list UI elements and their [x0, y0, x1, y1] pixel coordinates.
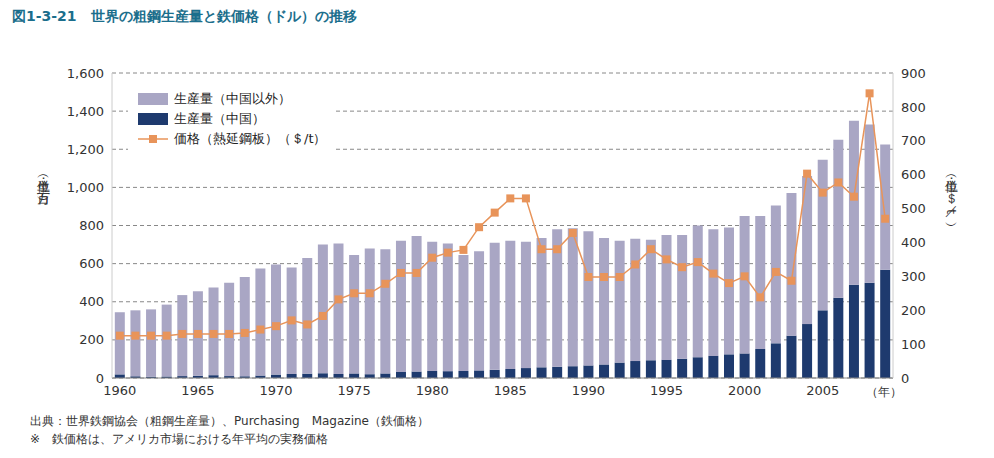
svg-text:1990: 1990 [572, 383, 605, 398]
html-text:生産量（中国以外）: 生産量（中国以外） [174, 91, 291, 106]
svg-text:600: 600 [901, 167, 926, 182]
svg-text:1965: 1965 [181, 383, 214, 398]
svg-text:1995: 1995 [650, 383, 683, 398]
html-text:生産量（中国）: 生産量（中国） [174, 111, 265, 126]
svg-text:1,600: 1,600 [67, 66, 104, 81]
svg-text:1980: 1980 [416, 383, 449, 398]
svg-text:1970: 1970 [259, 383, 292, 398]
html-text:（単位：＄／t）: （単位：＄／t） [944, 170, 959, 215]
svg-text:700: 700 [901, 133, 926, 148]
svg-text:800: 800 [79, 218, 104, 233]
svg-text:1960: 1960 [103, 383, 136, 398]
svg-text:200: 200 [901, 303, 926, 318]
html-text:（単位：百万t）: （単位：百万t） [36, 170, 51, 189]
html-text:出典：世界鉄鋼協会（粗鋼生産量）、Purchasing Ma: 出典：世界鉄鋼協会（粗鋼生産量）、Purchasing Magazine（鉄価格… [30, 414, 429, 428]
svg-text:2000: 2000 [728, 383, 761, 398]
svg-text:600: 600 [79, 256, 104, 271]
svg-text:0: 0 [96, 371, 104, 386]
svg-text:1,200: 1,200 [67, 142, 104, 157]
svg-text:1,400: 1,400 [67, 104, 104, 119]
svg-text:800: 800 [901, 100, 926, 115]
svg-text:300: 300 [901, 269, 926, 284]
html-text:（年）: （年） [866, 385, 902, 399]
svg-text:100: 100 [901, 337, 926, 352]
svg-text:0: 0 [901, 371, 909, 386]
html-text:価格（熱延鋼板）（＄/t）: 価格（熱延鋼板）（＄/t） [174, 131, 327, 146]
svg-text:200: 200 [79, 332, 104, 347]
html-text:※ 鉄価格は、アメリカ市場における年平均の実務価格: ※ 鉄価格は、アメリカ市場における年平均の実務価格 [30, 432, 329, 446]
svg-text:900: 900 [901, 66, 926, 81]
svg-text:1985: 1985 [494, 383, 527, 398]
svg-text:400: 400 [901, 235, 926, 250]
svg-text:500: 500 [901, 201, 926, 216]
svg-text:400: 400 [79, 294, 104, 309]
html-text:図1-3-21 世界の粗鋼生産量と鉄価格（ドル）の推移: 図1-3-21 世界の粗鋼生産量と鉄価格（ドル）の推移 [12, 8, 357, 24]
svg-text:1,000: 1,000 [67, 180, 104, 195]
svg-text:1975: 1975 [338, 383, 371, 398]
svg-text:2005: 2005 [806, 383, 839, 398]
